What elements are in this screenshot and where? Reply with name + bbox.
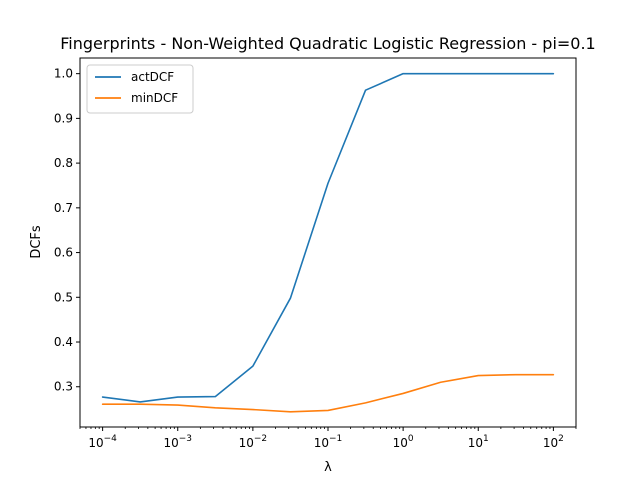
series-lines xyxy=(101,72,555,413)
y-tick-label: 0.3 xyxy=(54,380,73,394)
x-tick-label: 100 xyxy=(393,434,414,450)
x-tick-label: 101 xyxy=(468,434,489,450)
chart-title: Fingerprints - Non-Weighted Quadratic Lo… xyxy=(60,34,595,53)
axes-frame xyxy=(79,57,577,428)
x-tick-label: 10−1 xyxy=(314,434,343,450)
x-tick-label: 10−4 xyxy=(88,434,117,450)
y-axis-ticks: 0.3 0.4 0.5 0.6 0.7 0.8 0.9 1.0 xyxy=(54,67,80,394)
series-line-actDCF xyxy=(101,72,555,403)
y-tick-label: 0.8 xyxy=(54,156,73,170)
x-tick-label: 10−2 xyxy=(239,434,268,450)
y-tick-label: 0.6 xyxy=(54,246,73,260)
y-axis-label: DCFs xyxy=(29,225,44,259)
x-axis-label: λ xyxy=(324,460,332,475)
y-tick-label: 0.4 xyxy=(54,335,73,349)
y-tick-label: 0.9 xyxy=(54,111,73,125)
x-tick-label: 10−3 xyxy=(163,434,192,450)
y-tick-label: 0.7 xyxy=(54,201,73,215)
legend: actDCF minDCF xyxy=(86,64,194,114)
legend-label-minDCF: minDCF xyxy=(131,91,178,105)
x-tick-label: 102 xyxy=(543,434,564,450)
y-tick-label: 0.5 xyxy=(54,290,73,304)
legend-label-actDCF: actDCF xyxy=(131,70,174,84)
x-axis-ticks: 10−4 10−3 10−2 10−1 100 101 102 xyxy=(79,427,577,450)
y-tick-label: 1.0 xyxy=(54,67,73,81)
series-line-minDCF xyxy=(101,373,555,413)
